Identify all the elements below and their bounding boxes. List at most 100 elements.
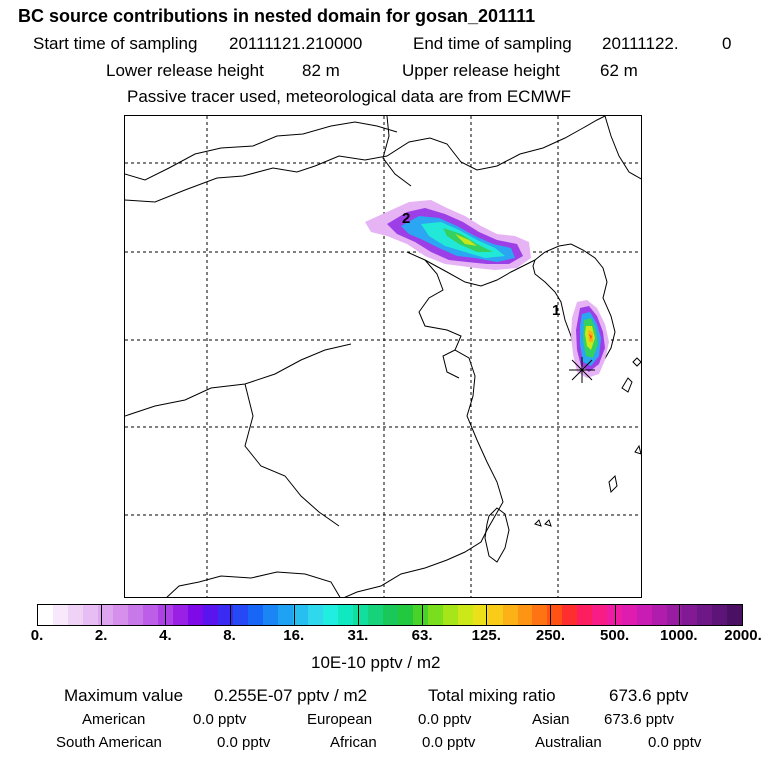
color-scale-cell	[622, 605, 638, 625]
color-scale-cell	[67, 605, 83, 625]
color-scale-cell	[397, 605, 413, 625]
color-scale-cell	[562, 605, 578, 625]
start-time-value: 20111121.210000	[229, 34, 363, 53]
plume-north	[365, 200, 531, 270]
color-scale-cell	[127, 605, 143, 625]
upper-height-label: Upper release height	[402, 61, 560, 80]
end-time-label: End time of sampling	[413, 34, 572, 53]
lower-height-value: 82 m	[302, 61, 340, 80]
color-scale-cell	[727, 605, 743, 625]
color-scale-unit: 10E-10 pptv / m2	[311, 653, 441, 672]
color-scale-tick-label: 4.	[159, 627, 172, 644]
color-scale-tick-label: 1000.	[660, 627, 698, 644]
color-scale-cell	[502, 605, 518, 625]
color-scale-cell	[82, 605, 98, 625]
release-point-marker	[569, 357, 595, 383]
color-scale-cell	[592, 605, 608, 625]
color-scale-separator	[293, 604, 295, 626]
color-scale-cell	[487, 605, 503, 625]
color-scale-tick-label: 2.	[94, 627, 108, 644]
color-scale-cell	[517, 605, 533, 625]
region-asian-label: Asian	[532, 711, 570, 728]
color-scale-tick-label: 8.	[223, 627, 236, 644]
color-scale-cell	[412, 605, 428, 625]
start-time-label: Start time of sampling	[33, 34, 198, 53]
color-scale-tick-label: 500.	[600, 627, 630, 644]
color-scale-cell	[667, 605, 683, 625]
region-south-american-label: South American	[56, 734, 162, 751]
color-scale-cell	[382, 605, 398, 625]
color-scale-cell	[232, 605, 248, 625]
color-scale-tick-label: 31.	[347, 627, 369, 644]
color-scale-separator	[678, 604, 680, 626]
region-european-label: European	[307, 711, 373, 728]
color-scale-cell	[247, 605, 263, 625]
color-scale-cell	[38, 605, 53, 625]
color-scale-tick-label: 2000.	[724, 627, 762, 644]
lower-height-label: Lower release height	[106, 61, 264, 80]
color-scale-cell	[307, 605, 323, 625]
coastlines	[125, 116, 641, 597]
region-american-value: 0.0 pptv	[193, 711, 247, 728]
color-scale-cell	[352, 605, 368, 625]
color-scale-separator	[422, 604, 424, 626]
lat-lon-grid	[125, 116, 641, 597]
color-scale-separator	[101, 604, 103, 626]
marker-label-1: 1	[552, 302, 560, 319]
region-australian-label: Australian	[535, 734, 602, 751]
region-australian-value: 0.0 pptv	[648, 734, 702, 751]
color-scale-separator	[357, 604, 359, 626]
color-scale-cell	[457, 605, 473, 625]
color-scale-tick-label: 63.	[411, 627, 433, 644]
color-scale-tick-label: 16.	[283, 627, 305, 644]
color-scale-cell	[217, 605, 233, 625]
color-scale-cell	[202, 605, 218, 625]
color-scale-cell	[637, 605, 653, 625]
color-scale-cell	[97, 605, 113, 625]
region-african-label: African	[330, 734, 377, 751]
map-panel: 2 1	[124, 115, 642, 598]
color-scale-cell	[682, 605, 698, 625]
color-scale-cell	[427, 605, 443, 625]
region-african-value: 0.0 pptv	[422, 734, 476, 751]
color-scale-cell	[172, 605, 188, 625]
color-scale-cell	[112, 605, 128, 625]
color-scale-cell	[712, 605, 728, 625]
color-scale-separator	[614, 604, 616, 626]
marker-label-2: 2	[402, 210, 410, 227]
tracer-note: Passive tracer used, meteorological data…	[127, 87, 572, 106]
region-american-label: American	[82, 711, 146, 728]
color-scale-cell	[52, 605, 68, 625]
color-scale-cell	[577, 605, 593, 625]
color-scale-cell	[697, 605, 713, 625]
color-scale-cell	[277, 605, 293, 625]
color-scale-separator	[550, 604, 552, 626]
color-scale-cell	[652, 605, 668, 625]
max-value: 0.255E-07 pptv / m2	[214, 686, 368, 705]
end-time-suffix: 0	[722, 34, 732, 53]
color-scale-cell	[337, 605, 353, 625]
max-value-label: Maximum value	[64, 686, 184, 705]
color-scale-separator	[229, 604, 231, 626]
color-scale-tick-label: 0.	[30, 627, 44, 644]
region-asian-value: 673.6 pptv	[604, 711, 675, 728]
color-scale-cell	[142, 605, 158, 625]
color-scale-bar	[37, 604, 743, 626]
region-european-value: 0.0 pptv	[418, 711, 472, 728]
end-time-value: 20111122.	[602, 34, 679, 53]
color-scale-tick-label: 125.	[471, 627, 501, 644]
color-scale-cell	[322, 605, 338, 625]
color-scale-separator	[165, 604, 167, 626]
total-mixing-label: Total mixing ratio	[428, 686, 556, 705]
upper-height-value: 62 m	[600, 61, 638, 80]
total-mixing-value: 673.6 pptv	[609, 686, 689, 705]
color-scale-cell	[292, 605, 308, 625]
plume-south	[569, 300, 609, 383]
color-scale-cell	[187, 605, 203, 625]
plot-title: BC source contributions in nested domain…	[18, 6, 536, 26]
color-scale-tick-label: 250.	[535, 627, 566, 644]
color-scale-cell	[532, 605, 548, 625]
color-scale-cell	[442, 605, 458, 625]
region-south-american-value: 0.0 pptv	[217, 734, 271, 751]
color-scale-cell	[367, 605, 383, 625]
